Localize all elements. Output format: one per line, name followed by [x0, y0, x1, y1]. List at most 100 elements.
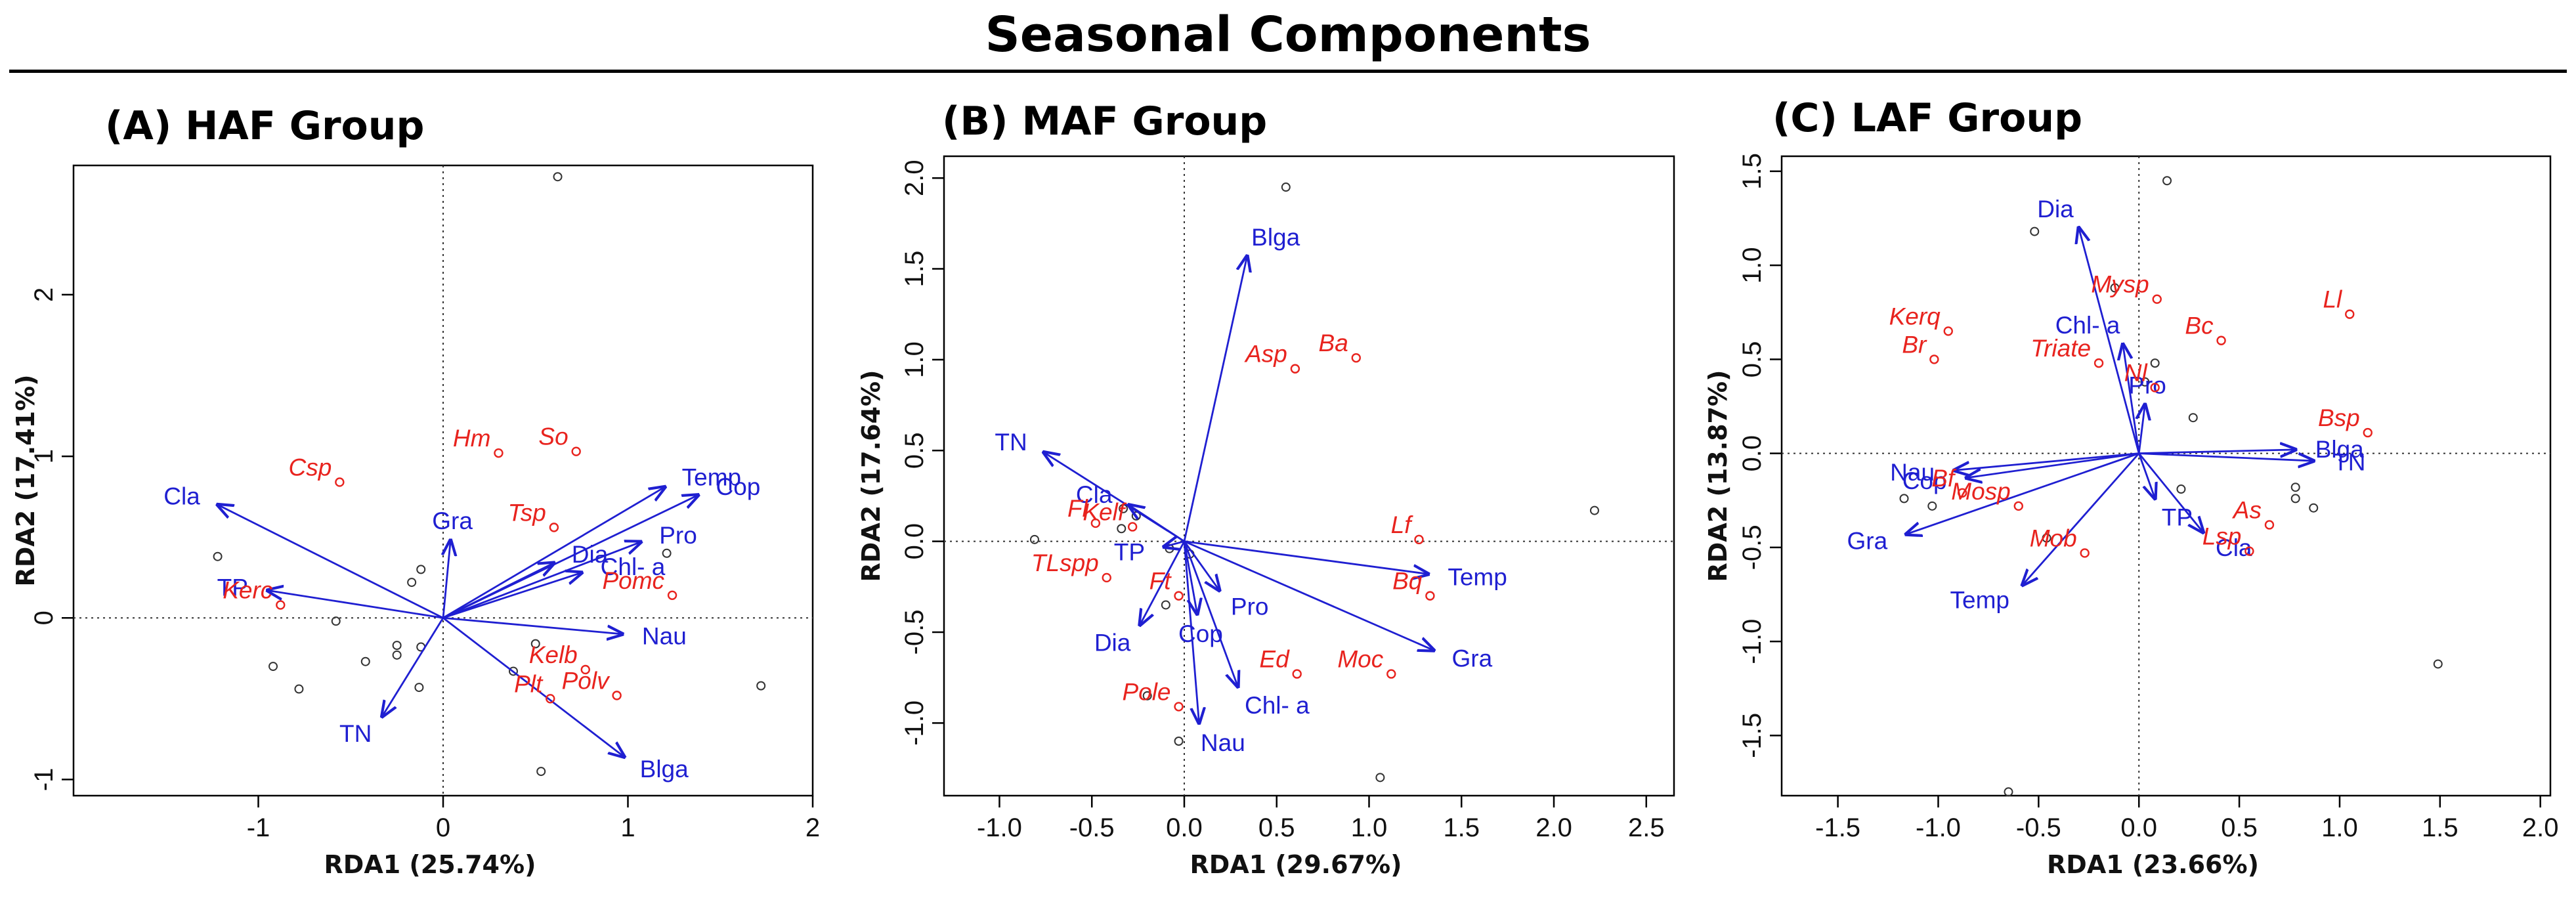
site-point: [360, 656, 370, 666]
env-arrow: [1183, 256, 1247, 542]
x-tick-label: 2: [805, 813, 820, 842]
site-point: [2030, 226, 2040, 236]
species-label: Moc: [1337, 646, 1383, 673]
x-tick-label: -1.5: [1815, 813, 1860, 842]
site-point: [2290, 483, 2300, 492]
site-point: [2188, 413, 2198, 423]
species-label: Hm: [453, 425, 491, 452]
site-point: [530, 639, 540, 649]
species-point: [494, 448, 504, 458]
site-point: [553, 172, 563, 182]
species-label: Plt: [514, 670, 544, 697]
species-point: [1351, 353, 1361, 363]
site-point: [1899, 494, 1909, 504]
env-arrow: [268, 590, 444, 619]
species-label: Tsp: [508, 499, 546, 526]
env-arrow-label: Cop: [716, 473, 760, 500]
env-arrow: [2023, 452, 2140, 586]
y-tick-label: -1: [30, 768, 58, 792]
env-arrow-label: Temp: [1950, 587, 2009, 614]
y-tick-label: -0.5: [1738, 525, 1767, 570]
env-arrow-label: Gra: [1452, 645, 1493, 672]
x-tick-label: 0.5: [1258, 813, 1295, 842]
x-tick-label: -1: [247, 813, 270, 842]
y-tick-label: -1.0: [900, 700, 929, 746]
env-arrow-label: TN: [2333, 448, 2365, 475]
species-point: [1290, 364, 1300, 374]
x-tick-label: -1.0: [977, 813, 1022, 842]
y-tick-label: 0.5: [900, 432, 929, 469]
site-point: [1927, 501, 1937, 511]
x-tick-label: 0.0: [1166, 813, 1203, 842]
species-label: Ft: [1149, 568, 1172, 595]
species-point: [571, 446, 581, 456]
species-point: [1957, 488, 1967, 498]
y-axis-label: RDA2 (17.41%): [11, 375, 40, 587]
y-tick-label: 2.0: [900, 160, 929, 196]
species-point: [1414, 534, 1424, 545]
species-point: [1929, 354, 1939, 364]
env-arrow: [442, 495, 698, 619]
env-arrow: [442, 542, 641, 619]
env-arrow-label: Chl- a: [601, 553, 666, 580]
env-arrow: [1140, 540, 1186, 625]
x-tick-label: 2.0: [2522, 813, 2559, 842]
site-point: [536, 767, 546, 777]
species-label: Pole: [1122, 678, 1170, 705]
site-point: [1161, 600, 1170, 610]
env-arrow-label: Nau: [642, 623, 687, 650]
env-arrow: [382, 617, 444, 716]
y-tick-label: 1.0: [1738, 247, 1767, 284]
env-arrow-label: Nau: [1890, 459, 1935, 486]
env-arrow: [442, 487, 665, 619]
x-tick-label: 0: [436, 813, 450, 842]
y-tick-label: 1.0: [900, 341, 929, 378]
y-tick-label: 0: [30, 611, 58, 625]
panel-title: (C) LAF Group: [1772, 95, 2082, 141]
species-label: Br: [1902, 331, 1927, 358]
species-point: [1102, 572, 1111, 583]
species-point: [546, 694, 555, 704]
env-arrow-label: TP: [2162, 504, 2193, 531]
species-label: So: [538, 423, 568, 450]
species-label: Kelb: [529, 641, 578, 668]
species-point: [276, 600, 286, 610]
site-point: [2110, 283, 2120, 293]
y-tick-label: 0.0: [1738, 435, 1767, 472]
env-arrow: [1966, 452, 2139, 478]
species-label: Bsp: [2318, 404, 2360, 431]
species-point: [2093, 358, 2104, 368]
species-label: Triate: [2030, 335, 2091, 362]
env-arrow-label: Pro: [1231, 593, 1269, 620]
x-axis-label: RDA1 (23.66%): [2047, 850, 2259, 879]
site-point: [268, 662, 278, 672]
env-arrow: [218, 505, 444, 619]
panel-title: (A) HAF Group: [105, 103, 424, 149]
species-label: Mysp: [2091, 271, 2149, 298]
site-point: [1375, 773, 1385, 783]
site-point: [2309, 503, 2319, 513]
x-tick-label: 1.5: [2422, 813, 2458, 842]
env-arrow-label: Pro: [2128, 372, 2166, 398]
x-tick-label: 2.5: [1628, 813, 1665, 842]
env-arrow-label: Cop: [1902, 467, 1947, 494]
species-label: Bq: [1392, 568, 1423, 595]
env-arrow: [1164, 542, 1185, 547]
site-point: [1589, 505, 1599, 515]
site-point: [662, 548, 672, 558]
species-label: Kelf: [1083, 498, 1127, 525]
x-tick-label: -0.5: [1069, 813, 1115, 842]
species-label: Pomc: [602, 567, 664, 594]
site-point: [1174, 736, 1184, 746]
env-arrow: [1183, 541, 1197, 614]
species-point: [2363, 427, 2372, 438]
species-label: Ed: [1259, 646, 1290, 673]
env-arrow-label: Nau: [1201, 729, 1245, 756]
y-tick-label: 1.5: [1738, 153, 1767, 190]
env-arrow: [442, 617, 624, 757]
species-label: Ll: [2323, 286, 2343, 313]
species-point: [2216, 335, 2226, 345]
env-arrow: [1183, 541, 1238, 687]
env-arrow-label: Chl- a: [2055, 312, 2120, 339]
